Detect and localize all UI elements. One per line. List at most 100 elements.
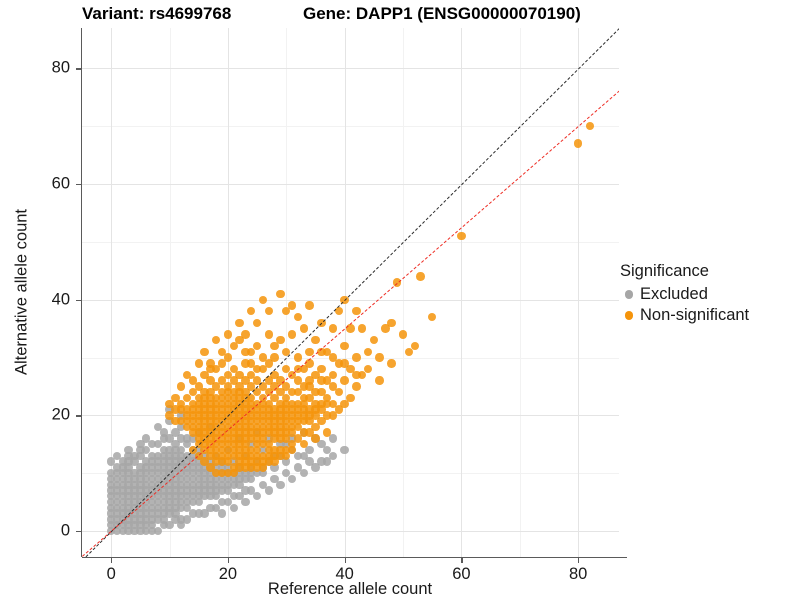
- data-point: [153, 457, 163, 466]
- data-point: [147, 509, 157, 518]
- gridline-major-x-0: [111, 28, 113, 557]
- data-point: [217, 445, 227, 455]
- data-point: [322, 399, 332, 408]
- data-point: [217, 440, 227, 449]
- data-point: [270, 451, 279, 461]
- data-point: [305, 405, 314, 414]
- data-point: [182, 416, 192, 426]
- legend-item-excluded[interactable]: Excluded: [620, 284, 795, 305]
- data-point: [299, 451, 308, 461]
- data-point: [212, 405, 221, 414]
- data-point: [270, 422, 279, 432]
- data-point: [206, 359, 215, 368]
- data-point: [287, 440, 297, 449]
- data-point: [241, 451, 250, 461]
- data-point: [147, 521, 157, 530]
- data-point: [305, 445, 314, 455]
- data-point: [229, 451, 238, 461]
- data-point: [142, 503, 151, 513]
- data-point: [206, 492, 215, 501]
- data-point: [182, 486, 192, 495]
- gridline-major-x-40: [344, 28, 346, 557]
- data-point: [159, 463, 168, 472]
- data-point: [171, 515, 180, 524]
- data-point: [235, 457, 244, 466]
- data-point: [136, 515, 145, 524]
- data-point: [118, 457, 128, 466]
- legend-title: Significance: [620, 262, 709, 280]
- data-point: [334, 388, 344, 397]
- y-tick-mark-80: [76, 68, 81, 70]
- data-point: [363, 347, 373, 356]
- legend-item-non-significant[interactable]: Non-significant: [620, 305, 795, 326]
- data-point: [264, 416, 273, 426]
- data-point: [235, 463, 244, 472]
- data-point: [317, 405, 326, 414]
- data-point: [229, 341, 238, 351]
- data-point: [159, 445, 168, 455]
- data-point: [258, 405, 268, 414]
- y-axis-line: [81, 28, 83, 557]
- data-point: [352, 370, 361, 380]
- data-point: [293, 405, 303, 414]
- legend-dot-icon: [624, 290, 634, 299]
- data-point: [235, 428, 244, 437]
- variant-title: Variant: rs4699768: [82, 4, 232, 23]
- data-point: [212, 445, 221, 455]
- data-point: [188, 509, 198, 518]
- data-point: [212, 503, 221, 513]
- data-point: [247, 486, 256, 495]
- data-point: [258, 364, 268, 374]
- data-point: [334, 359, 344, 368]
- data-point: [206, 388, 215, 397]
- data-point: [264, 445, 273, 455]
- data-point: [177, 480, 186, 489]
- data-point: [171, 503, 180, 513]
- gene-title: Gene: DAPP1 (ENSG00000070190): [303, 4, 581, 23]
- data-point: [112, 497, 122, 507]
- data-point: [252, 341, 262, 351]
- x-tick-mark-80: [578, 558, 580, 563]
- data-point: [247, 428, 256, 437]
- data-point: [118, 497, 128, 507]
- x-tick-mark-20: [227, 558, 230, 563]
- legend-swatch-0: [620, 286, 638, 304]
- data-point: [118, 486, 128, 495]
- data-point: [287, 399, 297, 408]
- data-point: [147, 515, 157, 524]
- data-point: [264, 457, 273, 466]
- data-point: [206, 457, 215, 466]
- data-point: [299, 382, 308, 391]
- data-point: [375, 376, 384, 385]
- data-point: [200, 405, 209, 414]
- data-point: [206, 416, 215, 426]
- data-point: [287, 445, 297, 455]
- gridline-minor-y-70: [82, 126, 619, 128]
- data-point: [136, 463, 145, 472]
- data-point: [287, 405, 297, 414]
- data-point: [217, 399, 227, 408]
- x-tick-label-80: 80: [568, 565, 588, 583]
- data-point: [264, 307, 273, 316]
- data-point: [188, 405, 198, 414]
- data-point: [177, 399, 186, 408]
- data-point: [276, 440, 285, 449]
- data-point: [130, 457, 139, 466]
- data-point: [258, 422, 268, 432]
- data-point: [293, 434, 303, 443]
- data-point: [235, 382, 244, 391]
- data-point: [188, 492, 198, 501]
- data-point: [142, 509, 151, 518]
- data-point: [258, 416, 268, 426]
- x-tick-label-60: 60: [452, 565, 471, 583]
- data-point: [182, 480, 192, 489]
- data-point: [212, 382, 221, 391]
- data-point: [124, 457, 133, 466]
- data-point: [182, 434, 192, 443]
- data-point: [270, 428, 279, 437]
- data-point: [270, 451, 279, 461]
- data-point: [212, 480, 221, 489]
- reference-line-identity: [82, 28, 619, 557]
- data-point: [182, 405, 192, 414]
- data-point: [206, 405, 215, 414]
